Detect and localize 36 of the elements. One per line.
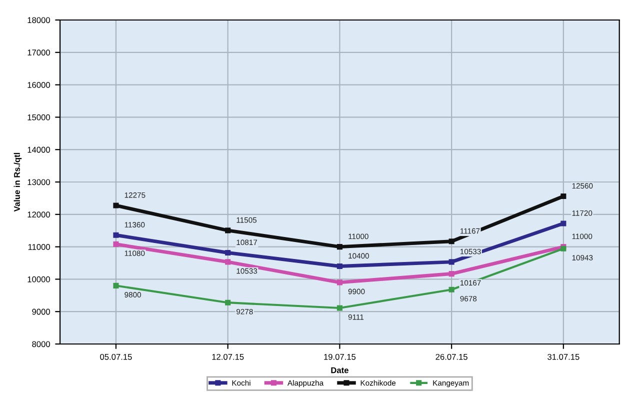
point [225,259,231,265]
y-tick-label: 18000 [28,17,50,24]
point [448,271,454,277]
y-tick-label: 12000 [28,212,50,218]
y-tick-label: 9000 [32,308,50,315]
x-axis-title: Date [331,367,348,374]
y-axis-title: Value in Rs./qtl [14,152,22,212]
point [448,259,454,265]
x-tick-label: 26.07.15 [436,354,468,360]
point [448,286,454,292]
y-tick-label: 11000 [28,244,50,250]
y-tick-label: 15000 [28,114,50,120]
point [113,202,119,208]
point [225,300,231,306]
point [336,280,342,286]
point [225,228,231,234]
point [560,193,566,200]
point [113,232,119,238]
point [113,241,119,247]
y-tick-label: 16000 [28,82,50,88]
y-tick-label: 8000 [32,341,50,348]
y-tick-label: 10000 [28,276,50,282]
y-tick-label: 17000 [28,50,50,56]
y-tick-label: 13000 [28,179,50,186]
point [336,244,342,250]
point [113,282,119,288]
x-tick-label: 19.07.15 [324,354,356,360]
x-tick-label: 05.07.15 [100,354,132,360]
point [336,305,342,311]
point [448,238,454,244]
point [336,263,342,270]
y-tick-label: 14000 [28,146,50,153]
point [225,250,231,256]
x-tick-label: 31.07.15 [548,354,580,360]
point [560,220,566,226]
x-tick-label: 12.07.15 [212,354,244,360]
